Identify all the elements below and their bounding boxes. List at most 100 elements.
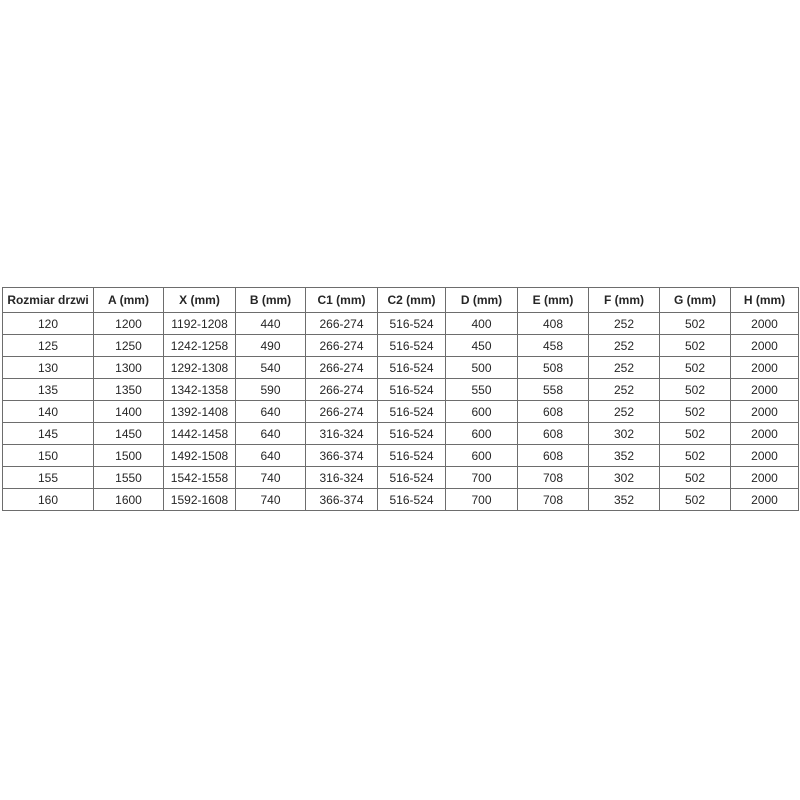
table-cell: 1592-1608 [163,488,236,511]
column-header: C2 (mm) [377,287,446,313]
table-cell: 502 [659,400,731,423]
table-cell: 400 [445,312,518,335]
table-cell: 366-374 [305,444,378,467]
table-cell: 1392-1408 [163,400,236,423]
door-size-spec-table: Rozmiar drzwi A (mm) X (mm) B (mm) C1 (mm) C2… [2,287,799,511]
table-cell: 2000 [730,488,799,511]
table-cell: 450 [445,334,518,357]
table-cell: 252 [588,400,660,423]
table-cell: 600 [445,400,518,423]
table-row: 135 1350 1342-1358 590 266-274 516-524 550 558 2… [2,378,799,401]
table-cell: 640 [235,400,306,423]
table-cell: 640 [235,422,306,445]
table-cell: 502 [659,422,731,445]
table-cell: 140 [2,400,94,423]
column-header: H (mm) [730,287,799,313]
column-header: E (mm) [517,287,589,313]
table-cell: 2000 [730,466,799,489]
table-cell: 2000 [730,444,799,467]
table-cell: 2000 [730,334,799,357]
table-cell: 366-374 [305,488,378,511]
table-cell: 458 [517,334,589,357]
table-cell: 516-524 [377,466,446,489]
table-cell: 608 [517,422,589,445]
table-cell: 640 [235,444,306,467]
table-cell: 316-324 [305,422,378,445]
table-cell: 516-524 [377,444,446,467]
table-cell: 516-524 [377,312,446,335]
table-cell: 135 [2,378,94,401]
table-cell: 700 [445,466,518,489]
column-header: F (mm) [588,287,660,313]
table-cell: 558 [517,378,589,401]
table-cell: 316-324 [305,466,378,489]
table-cell: 740 [235,488,306,511]
table-cell: 516-524 [377,488,446,511]
column-header: C1 (mm) [305,287,378,313]
table-cell: 1400 [93,400,164,423]
table-cell: 252 [588,334,660,357]
table-cell: 1350 [93,378,164,401]
table-row: 155 1550 1542-1558 740 316-324 516-524 700 708 3… [2,466,799,489]
table-row: 140 1400 1392-1408 640 266-274 516-524 600 608 2… [2,400,799,423]
table-cell: 508 [517,356,589,379]
table-cell: 352 [588,488,660,511]
table-cell: 516-524 [377,400,446,423]
table-cell: 352 [588,444,660,467]
table-cell: 1600 [93,488,164,511]
table-cell: 600 [445,444,518,467]
table-cell: 502 [659,312,731,335]
table-cell: 302 [588,466,660,489]
table-cell: 1200 [93,312,164,335]
table-cell: 302 [588,422,660,445]
column-header: B (mm) [235,287,306,313]
table-cell: 1192-1208 [163,312,236,335]
table-cell: 516-524 [377,334,446,357]
table-cell: 150 [2,444,94,467]
table-cell: 502 [659,334,731,357]
header-row: Rozmiar drzwi A (mm) X (mm) B (mm) C1 (mm) C2… [2,287,799,313]
table-cell: 252 [588,356,660,379]
table-cell: 2000 [730,422,799,445]
table-cell: 550 [445,378,518,401]
table-cell: 266-274 [305,312,378,335]
table-cell: 266-274 [305,334,378,357]
table-cell: 252 [588,312,660,335]
table-cell: 160 [2,488,94,511]
table-cell: 1550 [93,466,164,489]
table-cell: 440 [235,312,306,335]
table-row: 125 1250 1242-1258 490 266-274 516-524 450 458 2… [2,334,799,357]
table-cell: 608 [517,444,589,467]
table-cell: 2000 [730,378,799,401]
table-cell: 500 [445,356,518,379]
table-cell: 2000 [730,356,799,379]
table-cell: 516-524 [377,378,446,401]
column-header: Rozmiar drzwi [2,287,94,313]
table-cell: 502 [659,488,731,511]
table-cell: 502 [659,466,731,489]
table-cell: 1442-1458 [163,422,236,445]
table-cell: 2000 [730,400,799,423]
table-cell: 516-524 [377,356,446,379]
table-cell: 490 [235,334,306,357]
table-cell: 120 [2,312,94,335]
table-row: 145 1450 1442-1458 640 316-324 516-524 600 608 3… [2,422,799,445]
table-cell: 708 [517,466,589,489]
column-header: G (mm) [659,287,731,313]
table-cell: 1300 [93,356,164,379]
table-cell: 125 [2,334,94,357]
table-cell: 252 [588,378,660,401]
table-cell: 740 [235,466,306,489]
table-cell: 155 [2,466,94,489]
table-cell: 1542-1558 [163,466,236,489]
table-cell: 600 [445,422,518,445]
column-header: D (mm) [445,287,518,313]
table-cell: 266-274 [305,400,378,423]
table-cell: 708 [517,488,589,511]
table-cell: 408 [517,312,589,335]
table-cell: 266-274 [305,356,378,379]
table-cell: 700 [445,488,518,511]
table-cell: 266-274 [305,378,378,401]
table-row: 130 1300 1292-1308 540 266-274 516-524 500 508 2… [2,356,799,379]
